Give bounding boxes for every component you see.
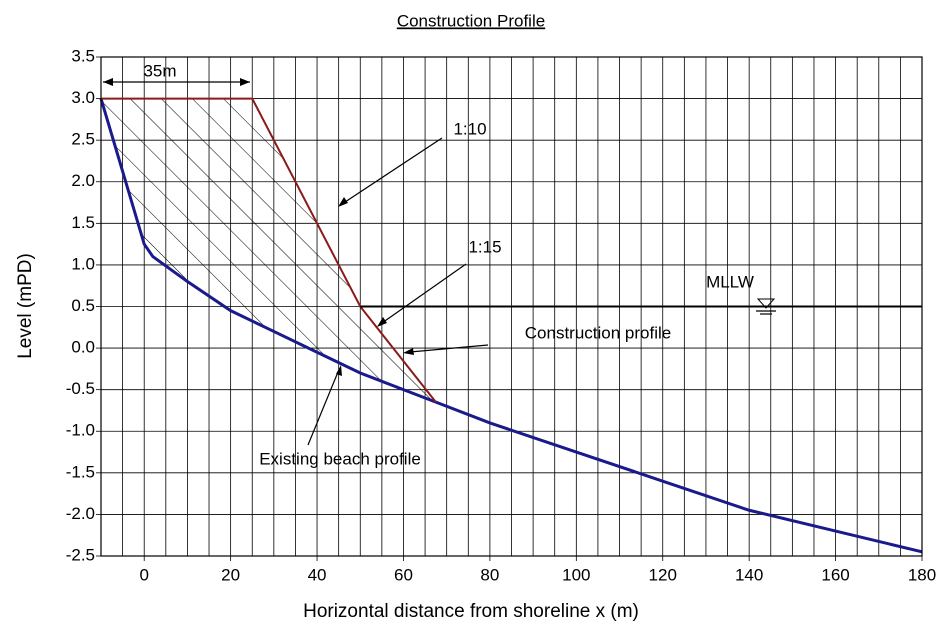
annotation: 35m bbox=[143, 61, 176, 80]
hatch-layer bbox=[101, 98, 436, 403]
y-tick-label: 1.5 bbox=[71, 213, 95, 232]
x-tick-label: 100 bbox=[562, 565, 590, 584]
y-tick-label: -1.0 bbox=[66, 421, 95, 440]
arrow-head bbox=[377, 317, 387, 327]
annotation-arrow bbox=[409, 344, 489, 353]
annotation: 1:10 bbox=[453, 119, 486, 138]
annotation-arrow bbox=[381, 263, 467, 324]
series-line bbox=[101, 97, 437, 403]
annotation: MLLW bbox=[706, 272, 754, 291]
y-axis-label: Level (mPD) bbox=[15, 253, 36, 359]
y-tick-label: 2.0 bbox=[71, 171, 95, 190]
annotation: Existing beach profile bbox=[259, 449, 421, 468]
x-tick-label: 0 bbox=[139, 565, 148, 584]
y-tick-label: 0.0 bbox=[71, 338, 95, 357]
y-tick-label: 2.5 bbox=[71, 130, 95, 149]
y-tick-label: 1.0 bbox=[71, 254, 95, 273]
x-tick-label: 120 bbox=[649, 565, 677, 584]
y-tick-label: -0.5 bbox=[66, 379, 95, 398]
annotation: Construction profile bbox=[525, 323, 671, 342]
x-tick-label: 180 bbox=[908, 565, 936, 584]
plot-frame bbox=[100, 56, 923, 557]
x-tick-label: 140 bbox=[735, 565, 763, 584]
annotation-arrow bbox=[341, 137, 443, 205]
fill-hatch bbox=[101, 98, 436, 403]
annotation: 1:15 bbox=[468, 237, 501, 256]
annotation-arrow bbox=[307, 371, 339, 446]
series-layer bbox=[99, 97, 923, 554]
y-tick-label: -2.0 bbox=[66, 504, 95, 523]
y-tick-label: -1.5 bbox=[66, 462, 95, 481]
x-axis-label: Horizontal distance from shoreline x (m) bbox=[303, 601, 639, 622]
x-tick-label: 80 bbox=[480, 565, 499, 584]
y-tick-label: -2.5 bbox=[66, 545, 95, 564]
arrow-head bbox=[403, 348, 414, 355]
x-tick-label: 60 bbox=[394, 565, 413, 584]
arrow-head bbox=[336, 365, 342, 376]
x-tick-label: 160 bbox=[821, 565, 849, 584]
series-line bbox=[99, 98, 923, 554]
x-tick-label: 40 bbox=[308, 565, 327, 584]
y-tick-label: 0.5 bbox=[71, 296, 95, 315]
chart-title: Construction Profile bbox=[397, 11, 545, 30]
y-tick-label: 3.0 bbox=[71, 88, 95, 107]
water-symbol bbox=[756, 298, 776, 309]
y-tick-label: 3.5 bbox=[71, 46, 95, 65]
x-tick-label: 20 bbox=[221, 565, 240, 584]
arrow-head bbox=[338, 197, 348, 207]
